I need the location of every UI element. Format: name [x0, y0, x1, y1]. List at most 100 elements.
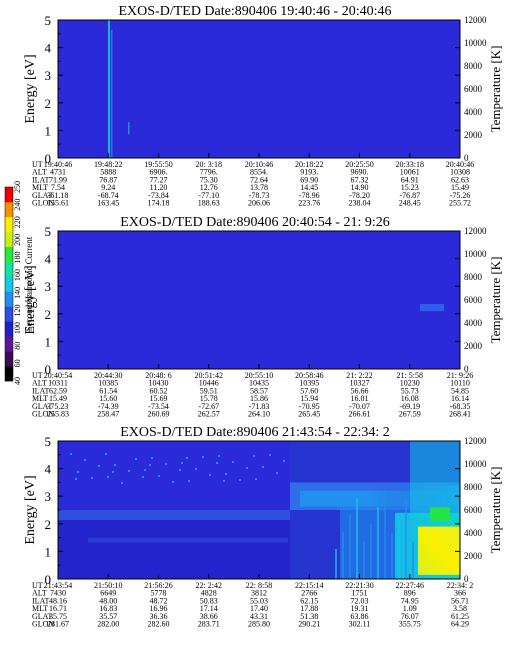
table-cell: 266.61 [349, 410, 371, 419]
table-cell: 22: 8:58 [246, 581, 272, 590]
colorbar-segment [5, 261, 13, 277]
table-cell: 69.90 [300, 175, 318, 184]
table-cell: 22: 2:42 [196, 581, 222, 590]
table-cell: -78.96 [299, 191, 320, 200]
colorbar-segment [5, 231, 13, 247]
plot-area [58, 20, 460, 158]
table-cell: 16.83 [99, 604, 117, 613]
table-cell: -72.67 [198, 402, 219, 411]
spectrum-dot [195, 468, 197, 470]
spectrum-dot [218, 455, 220, 457]
spectrum-dot [128, 470, 130, 472]
table-cell: 55.73 [401, 386, 419, 395]
table-cell: -68.74 [98, 191, 119, 200]
table-cell: 64.29 [451, 620, 469, 629]
table-cell: 285.80 [248, 620, 270, 629]
table-cell: 15.49 [451, 183, 469, 192]
table-cell: 51.38 [300, 612, 318, 621]
table-cell: 21: 2:22 [346, 371, 372, 380]
spectrum-dot [172, 481, 174, 483]
y-tick-label: 0 [45, 362, 52, 377]
table-row-label: UT [32, 160, 43, 169]
spectrum-streak [412, 542, 414, 579]
colorbar-tick-label: 200 [13, 234, 22, 246]
table-cell: 290.21 [298, 620, 320, 629]
colorbar-tick-label: 140 [13, 287, 22, 299]
table-cell: 5778 [151, 589, 167, 598]
table-row-label: ILAT [32, 386, 49, 395]
y2-tick-label: 0 [464, 364, 469, 374]
table-cell: 896 [404, 589, 416, 598]
table-row-label: ILAT [32, 175, 49, 184]
spectrum-dot [70, 453, 72, 455]
table-cell: 20:25:50 [345, 160, 373, 169]
spectrum-region [410, 441, 460, 519]
y2-tick-label: 10000 [464, 249, 487, 259]
spectrum-dot [135, 458, 137, 460]
y-tick-label: 2 [45, 96, 52, 111]
table-cell: 10061 [400, 168, 420, 177]
spectrum-streak [335, 549, 337, 579]
y2-tick-label: 2000 [464, 130, 483, 140]
chart-title: EXOS-D/TED Date:890406 20:40:54 - 21: 9:… [120, 215, 389, 230]
colorbar-segment [5, 216, 13, 233]
y2-tick-label: 6000 [464, 84, 483, 94]
y-tick-label: 4 [45, 252, 52, 267]
spectrum-dot [188, 480, 190, 482]
table-cell: 21:56:26 [144, 581, 172, 590]
table-cell: 20: 3:18 [196, 160, 222, 169]
table-cell: 22:15:14 [295, 581, 323, 590]
table-cell: 255.72 [449, 199, 471, 208]
table-cell: 60.52 [150, 386, 168, 395]
spectrum-dot [209, 474, 211, 476]
y2-tick-label: 8000 [464, 482, 483, 492]
table-cell: 12.76 [200, 183, 218, 192]
table-row-label: MLT [32, 604, 48, 613]
table-cell: 265.45 [298, 410, 320, 419]
table-cell: 16.14 [451, 394, 469, 403]
table-cell: -68.35 [450, 402, 471, 411]
table-cell: 19:48:22 [94, 160, 122, 169]
table-cell: 14.90 [351, 183, 369, 192]
panel-3: EXOS-D/TED Date:890406 21:43:54 - 22:34:… [23, 425, 503, 629]
table-cell: 10430 [149, 379, 169, 388]
table-row-label: GLON [32, 620, 54, 629]
table-cell: 366 [454, 589, 466, 598]
table-cell: 20:44:30 [94, 371, 122, 380]
spectrum-dot [75, 478, 77, 480]
spectrum-dot [179, 469, 181, 471]
spectrum-dot [232, 461, 234, 463]
table-cell: 15.60 [99, 394, 117, 403]
spectrum-dot [165, 463, 167, 465]
table-row-label: ALT [32, 168, 47, 177]
colorbar-segment [5, 336, 13, 352]
y-axis-title: Energy [eV] [23, 475, 38, 544]
y-tick-label: 1 [45, 544, 52, 559]
table-row-label: ALT [32, 589, 47, 598]
y-tick-label: 3 [45, 489, 52, 504]
colorbar-segment [5, 187, 13, 203]
table-cell: 57.60 [300, 386, 318, 395]
spectrum-streak [398, 516, 400, 579]
table-cell: 10230 [400, 379, 420, 388]
table-cell: 2766 [301, 589, 317, 598]
y2-tick-label: 0 [464, 153, 469, 163]
y-tick-label: 4 [45, 41, 52, 56]
table-cell: 20:40:46 [446, 160, 474, 169]
spectrogram [58, 441, 460, 579]
table-cell: 6649 [100, 589, 116, 598]
table-row-label: ILAT [32, 596, 49, 605]
spectrum-streak [370, 524, 372, 579]
spectrum-dot [98, 465, 100, 467]
y-axis-title: Energy [eV] [23, 265, 38, 334]
panel-2: EXOS-D/TED Date:890406 20:40:54 - 21: 9:… [23, 215, 503, 419]
spectrum-dot [84, 459, 86, 461]
y2-axis-title: Temperature [K] [488, 257, 503, 344]
y2-tick-label: 8000 [464, 61, 483, 71]
colorbar-segment [5, 306, 13, 322]
spectrum-dot [151, 457, 153, 459]
table-cell: 10311 [48, 379, 68, 388]
y-tick-label: 1 [45, 334, 52, 349]
table-row-label: GLON [32, 410, 54, 419]
spectrum-dot [142, 476, 144, 478]
